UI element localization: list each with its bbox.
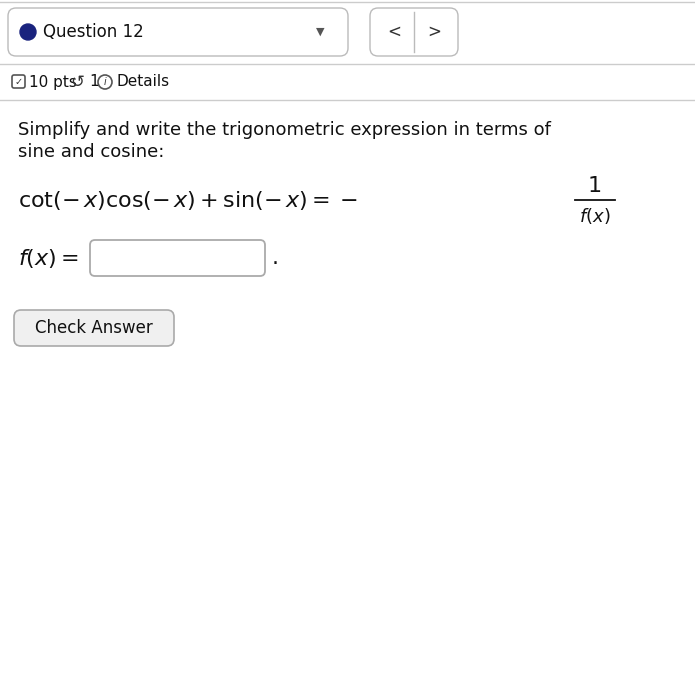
Text: .: .: [272, 248, 279, 268]
Text: 1: 1: [588, 176, 602, 196]
Text: ▼: ▼: [316, 27, 325, 37]
Text: $f(x)$: $f(x)$: [579, 206, 611, 226]
Text: Question 12: Question 12: [43, 23, 144, 41]
Circle shape: [98, 75, 112, 89]
Text: $\mathrm{cot}(-\,x)\mathrm{cos}(-\,x)+\mathrm{sin}(-\,x) = -$: $\mathrm{cot}(-\,x)\mathrm{cos}(-\,x)+\m…: [18, 188, 357, 211]
FancyBboxPatch shape: [370, 8, 458, 56]
Text: 10 pts: 10 pts: [29, 74, 77, 90]
Text: i: i: [104, 77, 106, 87]
FancyBboxPatch shape: [12, 75, 25, 88]
Text: ↺: ↺: [70, 73, 84, 91]
FancyBboxPatch shape: [14, 310, 174, 346]
FancyBboxPatch shape: [8, 8, 348, 56]
Text: $f(x)=$: $f(x)=$: [18, 246, 79, 270]
Text: sine and cosine:: sine and cosine:: [18, 143, 165, 161]
Text: <: <: [386, 23, 401, 41]
Text: ✓: ✓: [15, 76, 22, 87]
Text: Details: Details: [117, 74, 170, 90]
Circle shape: [20, 24, 36, 40]
FancyBboxPatch shape: [90, 240, 265, 276]
Text: >: >: [427, 23, 441, 41]
Text: 1: 1: [89, 74, 99, 90]
Text: Check Answer: Check Answer: [35, 319, 153, 337]
Text: Simplify and write the trigonometric expression in terms of: Simplify and write the trigonometric exp…: [18, 121, 551, 139]
